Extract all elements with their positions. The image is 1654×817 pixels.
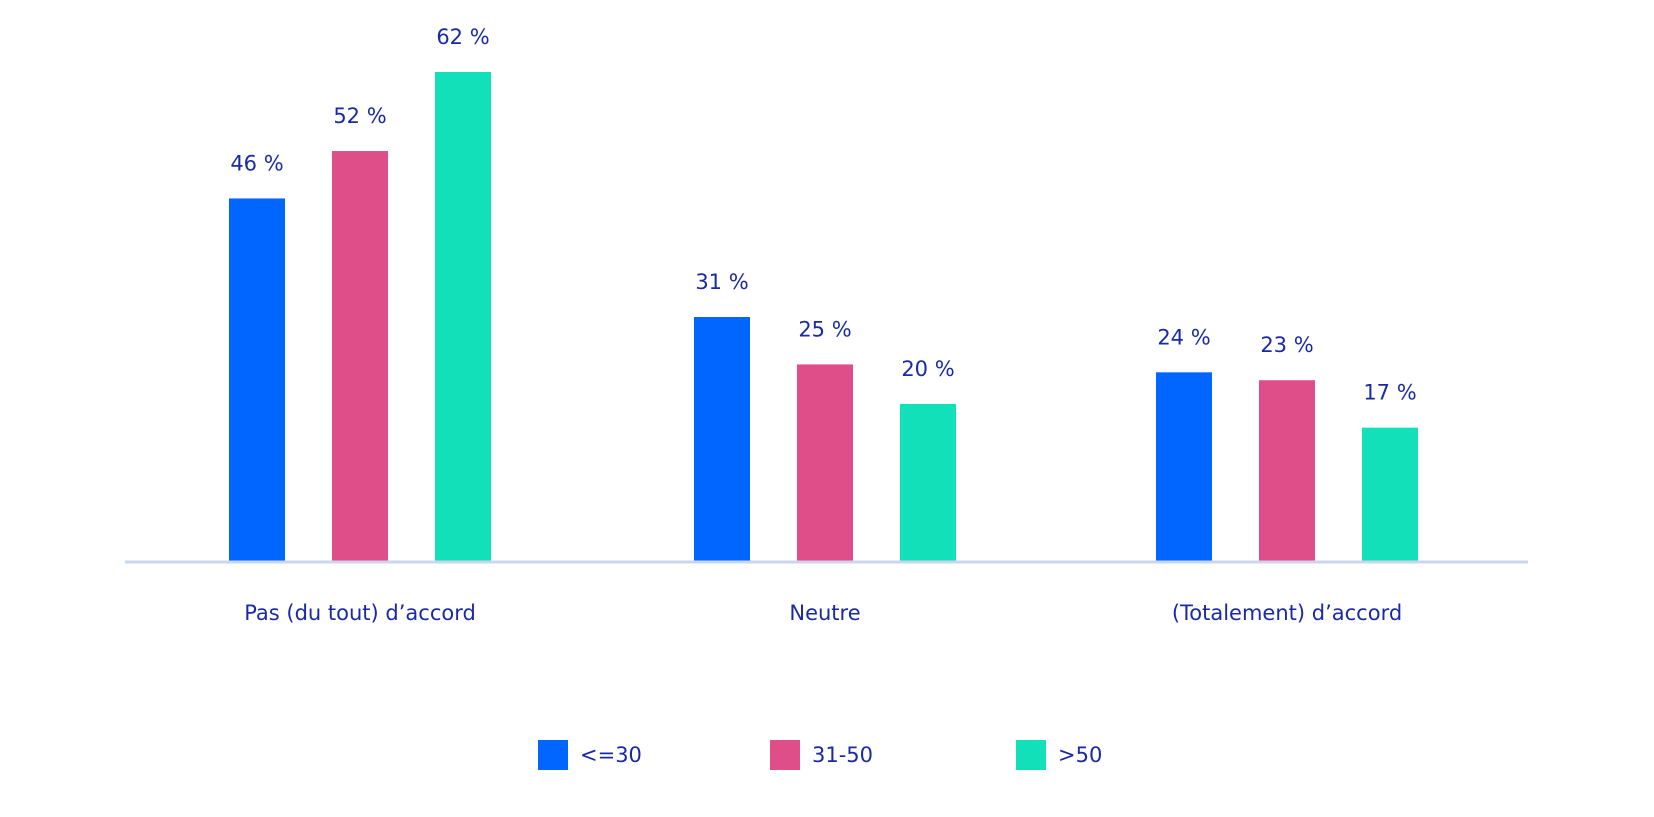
value-label-0-0: 46 % — [230, 151, 283, 175]
bar-1-1 — [797, 364, 853, 562]
bar-1-2 — [900, 403, 956, 562]
value-label-2-0: 24 % — [1157, 325, 1210, 349]
bar-0-1 — [332, 151, 388, 562]
bar-2-1 — [1259, 380, 1315, 562]
bar-2-2 — [1362, 427, 1418, 562]
value-label-2-1: 23 % — [1260, 333, 1313, 357]
category-labels-group: Pas (du tout) d’accord Neutre (Totalement)… — [244, 601, 1402, 625]
bars-group — [229, 72, 1418, 563]
bar-1-0 — [694, 317, 750, 562]
category-label-0: Pas (du tout) d’accord — [244, 601, 476, 625]
value-label-1-2: 20 % — [901, 357, 954, 381]
value-label-2-2: 17 % — [1363, 381, 1416, 405]
bar-0-2 — [435, 72, 491, 562]
bar-2-0 — [1156, 372, 1212, 562]
bar-0-0 — [229, 198, 285, 563]
category-label-1: Neutre — [789, 601, 860, 625]
value-label-0-2: 62 % — [436, 25, 489, 49]
value-label-0-1: 52 % — [333, 104, 386, 128]
value-labels-group: 46 % 52 % 62 % 31 % 25 % 20 % 24 % 23 % 17 % — [230, 25, 1416, 405]
category-label-2: (Totalement) d’accord — [1172, 601, 1402, 625]
value-label-1-0: 31 % — [695, 270, 748, 294]
value-label-1-1: 25 % — [798, 317, 851, 341]
